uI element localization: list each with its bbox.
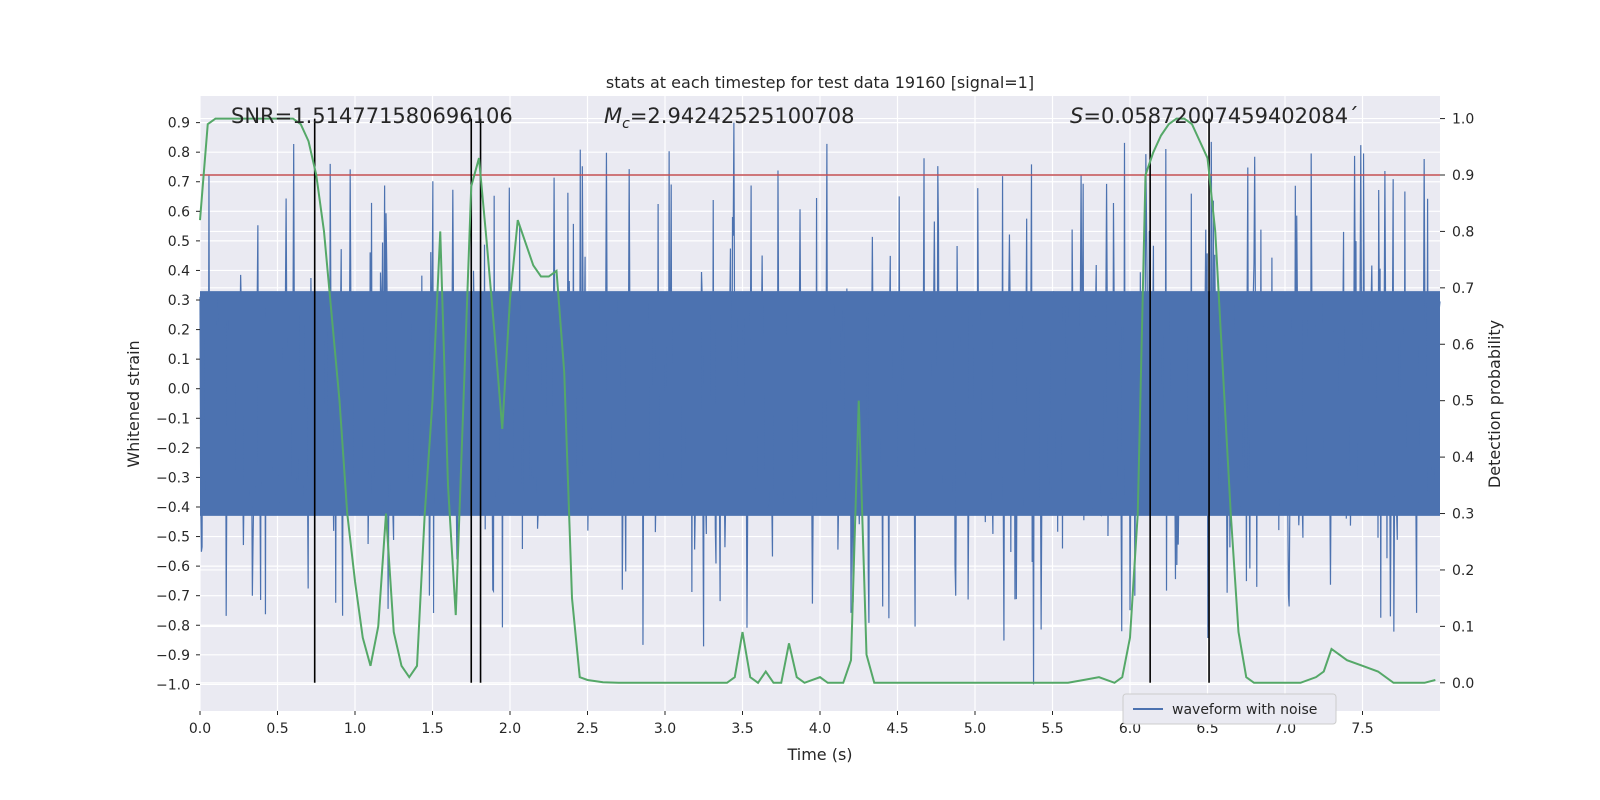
y-left-tick-label: −0.3 [156, 470, 190, 486]
y-left-tick-label: −0.2 [156, 441, 190, 457]
noise-series [199, 122, 1441, 685]
chart-title: stats at each timestep for test data 191… [606, 73, 1034, 92]
y-left-tick-label: −0.4 [156, 500, 190, 516]
x-tick-label: 5.0 [964, 721, 986, 737]
y-left-tick-label: −0.8 [156, 618, 190, 634]
y-left-tick-label: −0.1 [156, 411, 190, 427]
x-tick-label: 4.0 [809, 721, 831, 737]
y-left-tick-label: 0.1 [168, 352, 190, 368]
y-right-tick-label: 0.4 [1452, 450, 1474, 466]
x-tick-label: 5.5 [1041, 721, 1063, 737]
x-tick-label: 2.5 [576, 721, 598, 737]
noise-waveform-line [199, 122, 1441, 685]
probability-series [199, 117, 1436, 685]
y-left-tick-label: −0.5 [156, 530, 190, 546]
x-tick-label: 7.5 [1351, 721, 1373, 737]
x-tick-label: 0.5 [266, 721, 288, 737]
x-tick-label: 3.0 [654, 721, 676, 737]
y-right-tick-label: 0.1 [1452, 619, 1474, 635]
x-tick-label: 3.5 [731, 721, 753, 737]
y-left-tick-label: 0.9 [168, 116, 190, 132]
y-right-tick-label: 0.2 [1452, 563, 1474, 579]
snr-annotation: SNR=1.514771580696106 [231, 104, 513, 128]
tick-labels: 0.0 0.5 1.0 1.5 2.0 2.5 3.0 3.5 4.0 4.5 5.0 5.5 6.0 6… [156, 112, 1474, 737]
probability-line [199, 117, 1436, 685]
x-tick-label: 4.5 [886, 721, 908, 737]
y-left-tick-label: 0.7 [168, 175, 190, 191]
y-right-tick-label: 0.6 [1452, 337, 1474, 353]
y-right-tick-label: 0.3 [1452, 507, 1474, 523]
y-left-tick-label: 0.8 [168, 145, 190, 161]
y-axis-right-title: Detection probability [1485, 320, 1504, 488]
y-axis-left-title: Whitened strain [124, 340, 143, 467]
mc-annotation: Mc=2.94242525100708 [604, 104, 855, 132]
y-left-tick-label: −0.6 [156, 559, 190, 575]
y-left-tick-label: −0.9 [156, 648, 190, 664]
y-left-tick-label: 0.0 [168, 382, 190, 398]
x-tick-label: 7.0 [1274, 721, 1296, 737]
x-tick-label: 6.5 [1196, 721, 1218, 737]
y-right-tick-label: 0.8 [1452, 224, 1474, 240]
y-left-tick-label: 0.4 [168, 263, 190, 279]
y-left-tick-label: −1.0 [156, 677, 190, 693]
x-tick-label: 6.0 [1119, 721, 1141, 737]
s-annotation: S=0.05872007459402084´ [1070, 104, 1359, 128]
y-right-tick-label: 0.7 [1452, 281, 1474, 297]
y-right-tick-label: 1.0 [1452, 112, 1474, 128]
y-left-tick-label: 0.5 [168, 234, 190, 250]
y-right-tick-label: 0.5 [1452, 394, 1474, 410]
legend-label: waveform with noise [1172, 702, 1317, 718]
x-axis-title: Time (s) [786, 745, 852, 764]
x-tick-label: 1.5 [421, 721, 443, 737]
y-left-tick-label: 0.6 [168, 204, 190, 220]
y-left-tick-label: −0.7 [156, 589, 190, 605]
y-right-tick-label: 0.0 [1452, 676, 1474, 692]
x-tick-label: 1.0 [344, 721, 366, 737]
x-tick-label: 0.0 [189, 721, 211, 737]
y-left-tick-label: 0.2 [168, 323, 190, 339]
y-left-tick-label: 0.3 [168, 293, 190, 309]
legend: waveform with noise [1122, 693, 1337, 725]
x-tick-label: 2.0 [499, 721, 521, 737]
legend-box [1122, 693, 1337, 725]
y-right-tick-label: 0.9 [1452, 168, 1474, 184]
